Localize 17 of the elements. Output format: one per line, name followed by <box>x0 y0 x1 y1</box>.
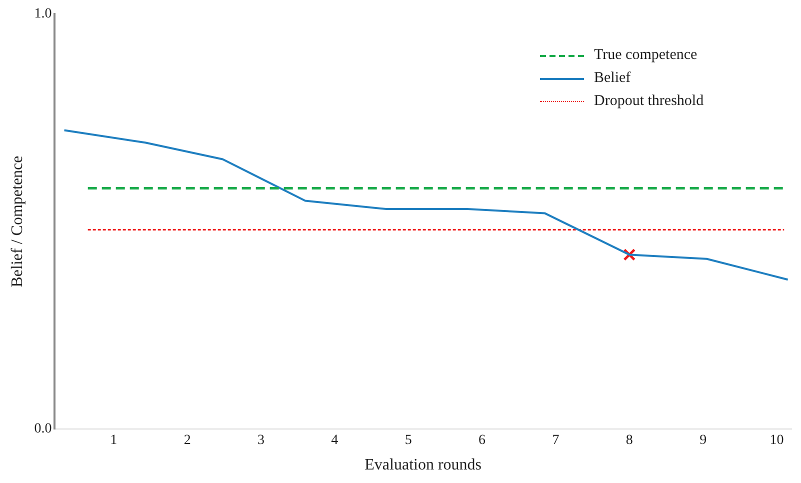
x-tick-label: 7 <box>552 433 560 448</box>
x-tick-label: 5 <box>404 433 412 448</box>
legend-label: True competence <box>594 47 698 64</box>
x-tick-label: 3 <box>258 433 265 448</box>
x-tick-label: 9 <box>700 433 707 448</box>
y-axis-title: Belief / Competence <box>8 156 26 288</box>
x-tick-label: 10 <box>770 433 784 448</box>
x-axis-title: Evaluation rounds <box>364 456 482 474</box>
x-tick-label: 2 <box>184 433 191 448</box>
y-tick-label: 1.0 <box>34 6 52 22</box>
legend-label: Belief <box>594 70 631 87</box>
x-tick-label: 4 <box>331 433 338 448</box>
x-tick-label: 6 <box>478 433 486 448</box>
legend-label: Dropout threshold <box>594 93 704 110</box>
y-tick-label: 0.0 <box>34 422 52 437</box>
x-tick-label: 8 <box>626 433 633 448</box>
x-tick-label: 1 <box>110 433 118 448</box>
